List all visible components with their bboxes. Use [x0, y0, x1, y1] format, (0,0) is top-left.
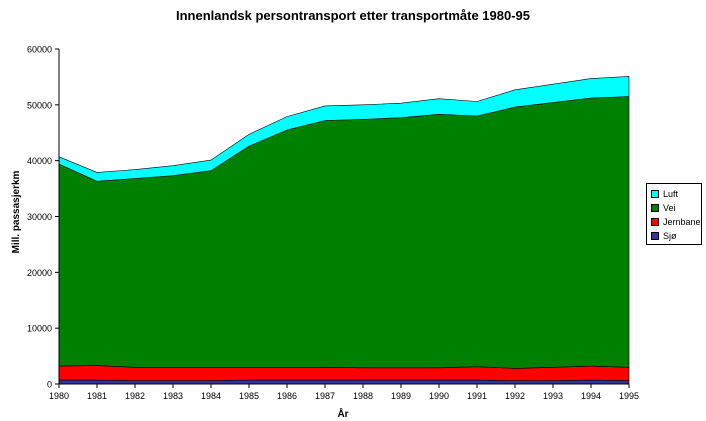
- x-tick-label: 1994: [581, 391, 601, 401]
- legend-label-luft: Luft: [663, 189, 679, 199]
- legend-swatch-jernbane: [651, 218, 659, 226]
- x-tick-label: 1984: [201, 391, 221, 401]
- x-axis-label: År: [337, 407, 348, 420]
- x-tick-label: 1980: [49, 391, 69, 401]
- legend-label-jernbane: Jernbane: [663, 217, 701, 227]
- x-tick-label: 1986: [277, 391, 297, 401]
- area-luft: [58, 76, 630, 182]
- y-tick-label: 40000: [27, 156, 52, 166]
- legend-item-vei: Vei: [651, 201, 701, 215]
- x-tick-label: 1987: [315, 391, 335, 401]
- x-tick-label: 1991: [467, 391, 487, 401]
- x-axis-ticks: 1980 1981 1982 1983 1984 1985 1986 1987 1988 1989…: [49, 384, 639, 401]
- legend-item-sjo: Sjø: [651, 229, 701, 243]
- y-axis-label: Mill. passasjerkm: [11, 170, 22, 253]
- y-tick-label: 10000: [27, 324, 52, 334]
- legend-item-luft: Luft: [651, 187, 701, 201]
- series-areas: [58, 76, 630, 385]
- x-tick-label: 1985: [239, 391, 259, 401]
- x-tick-label: 1993: [543, 391, 563, 401]
- x-tick-label: 1995: [619, 391, 639, 401]
- y-tick-label: 50000: [27, 100, 52, 110]
- y-tick-label: 30000: [27, 212, 52, 222]
- x-tick-label: 1981: [87, 391, 107, 401]
- y-tick-label: 20000: [27, 268, 52, 278]
- x-tick-label: 1982: [125, 391, 145, 401]
- y-tick-label: 0: [47, 380, 52, 390]
- x-tick-label: 1992: [505, 391, 525, 401]
- legend-swatch-vei: [651, 204, 659, 212]
- legend-item-jernbane: Jernbane: [651, 215, 701, 229]
- y-tick-label: 60000: [27, 45, 52, 55]
- x-tick-label: 1990: [429, 391, 449, 401]
- area-vei: [58, 96, 630, 369]
- y-axis-ticks: 0 10000 20000 30000 40000 50000 60000: [27, 45, 59, 390]
- x-tick-label: 1988: [353, 391, 373, 401]
- x-tick-label: 1989: [391, 391, 411, 401]
- legend-swatch-luft: [651, 190, 659, 198]
- legend-label-sjo: Sjø: [663, 231, 677, 241]
- legend: Luft Vei Jernbane Sjø: [646, 183, 702, 245]
- x-tick-label: 1983: [163, 391, 183, 401]
- chart-title: Innenlandsk persontransport etter transp…: [176, 8, 530, 23]
- legend-label-vei: Vei: [663, 203, 676, 213]
- legend-swatch-sjo: [651, 232, 659, 240]
